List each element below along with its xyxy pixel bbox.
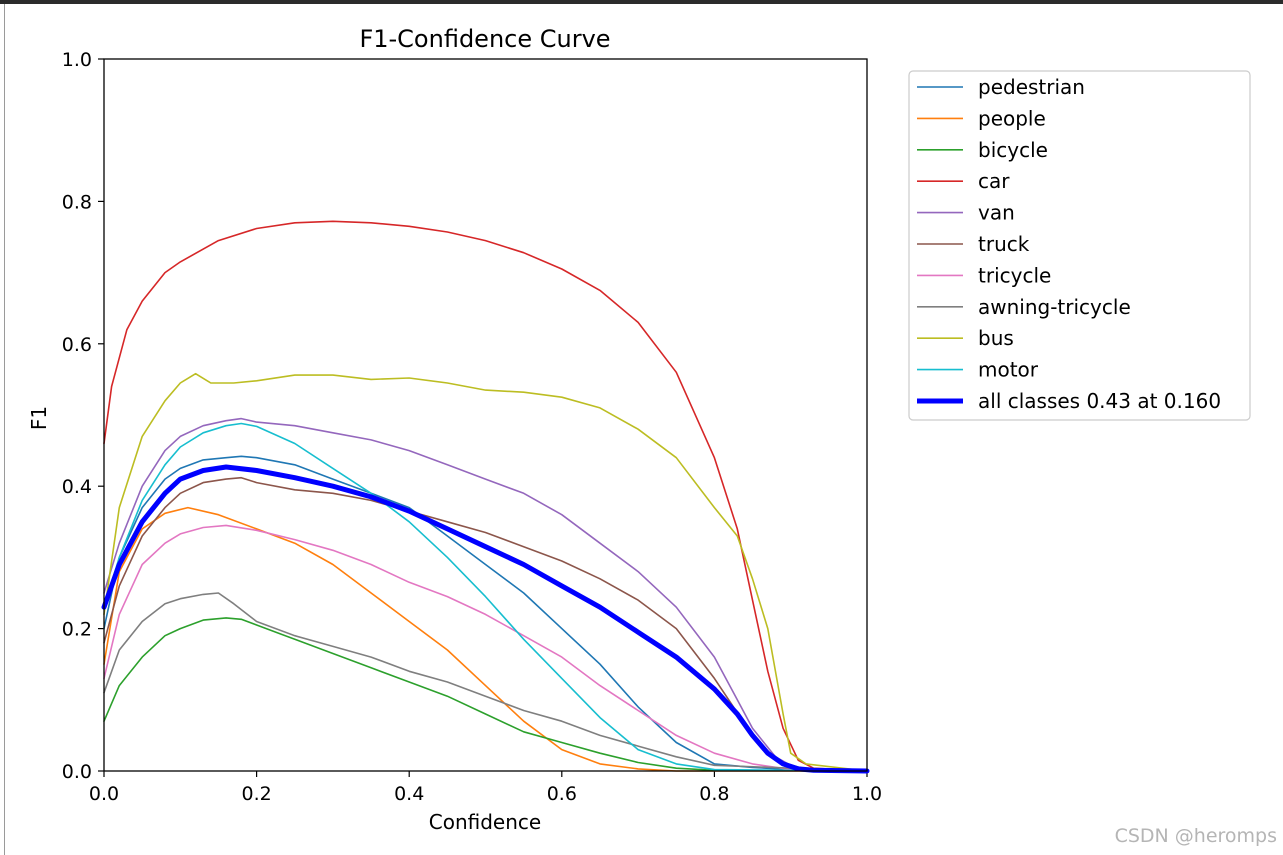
x-axis-ticks: 0.0 0.2 0.4 0.6 0.8 1.0 [89,771,882,805]
chart-title: F1-Confidence Curve [359,25,610,53]
series-line-bicycle [103,617,868,772]
legend-label: car [978,169,1010,193]
legend-label: truck [978,232,1030,256]
series-line-all-classes-0-43-at-0-160 [101,464,870,774]
series-line-awning-tricycle [103,592,868,772]
legend-label: motor [978,358,1039,382]
x-tick-label: 0.0 [89,783,119,805]
legend-label: tricycle [978,263,1051,287]
series-line-pedestrian [103,455,868,772]
y-tick-label: 0.8 [62,191,92,213]
x-tick-label: 1.0 [852,783,882,805]
series-line-people [103,506,868,772]
series-line-bus [103,372,868,772]
y-tick-label: 0.4 [62,476,92,498]
y-tick-label: 0.6 [62,334,92,356]
legend-label: bicycle [978,138,1048,162]
x-tick-label: 0.2 [241,783,271,805]
legend-box [908,70,1251,421]
y-axis-label: F1 [27,406,51,430]
legend-label: people [978,106,1046,130]
legend-label: van [978,201,1015,225]
x-tick-label: 0.8 [699,783,729,805]
series-line-van [103,417,868,772]
series-line-tricycle [103,524,868,772]
window-left-edge [0,4,5,855]
y-tick-label: 0.2 [62,619,92,641]
x-tick-label: 0.4 [394,783,424,805]
x-axis-label: Confidence [429,810,541,834]
y-tick-label: 0.0 [62,761,92,783]
x-tick-label: 0.6 [547,783,577,805]
window-top-bar [0,0,1283,4]
legend-label: bus [978,326,1014,350]
series-line-car [103,220,868,772]
y-axis-ticks: 0.0 0.2 0.4 0.6 0.8 1.0 [62,49,104,783]
plot-area-frame [103,58,868,772]
legend-label: awning-tricycle [978,295,1131,319]
series-line-motor [103,422,868,772]
legend-label: all classes 0.43 at 0.160 [978,389,1221,413]
y-tick-label: 1.0 [62,49,92,71]
series-lines [101,220,870,774]
legend: pedestrian people bicycle car van truck tricyc… [908,70,1251,421]
legend-label: pedestrian [978,75,1085,99]
watermark: CSDN @heromps [1114,825,1277,847]
